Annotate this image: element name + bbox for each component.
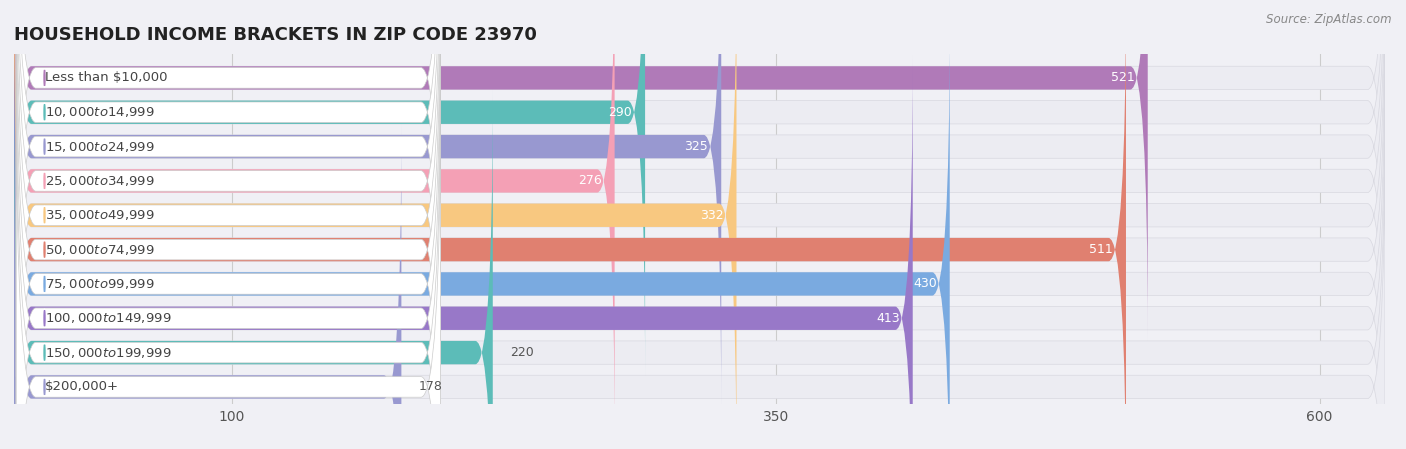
Text: 332: 332 [700, 209, 724, 222]
FancyBboxPatch shape [14, 0, 1385, 409]
FancyBboxPatch shape [14, 0, 614, 444]
FancyBboxPatch shape [14, 0, 645, 375]
Text: HOUSEHOLD INCOME BRACKETS IN ZIP CODE 23970: HOUSEHOLD INCOME BRACKETS IN ZIP CODE 23… [14, 26, 537, 44]
FancyBboxPatch shape [17, 54, 440, 449]
Text: 276: 276 [578, 174, 602, 187]
Text: $100,000 to $149,999: $100,000 to $149,999 [45, 311, 172, 325]
FancyBboxPatch shape [14, 21, 1385, 449]
FancyBboxPatch shape [17, 0, 440, 411]
Text: 430: 430 [912, 277, 936, 291]
FancyBboxPatch shape [17, 0, 440, 449]
Text: 325: 325 [685, 140, 709, 153]
Text: 290: 290 [609, 106, 633, 119]
Text: 521: 521 [1111, 71, 1135, 84]
Text: $25,000 to $34,999: $25,000 to $34,999 [45, 174, 155, 188]
FancyBboxPatch shape [14, 0, 1385, 449]
FancyBboxPatch shape [17, 0, 440, 445]
FancyBboxPatch shape [14, 0, 721, 409]
Text: $15,000 to $24,999: $15,000 to $24,999 [45, 140, 155, 154]
FancyBboxPatch shape [14, 124, 1385, 449]
Text: $35,000 to $49,999: $35,000 to $49,999 [45, 208, 155, 222]
FancyBboxPatch shape [14, 0, 1385, 341]
Text: Source: ZipAtlas.com: Source: ZipAtlas.com [1267, 13, 1392, 26]
FancyBboxPatch shape [14, 0, 1385, 375]
FancyBboxPatch shape [14, 0, 737, 449]
FancyBboxPatch shape [14, 55, 1385, 449]
FancyBboxPatch shape [14, 21, 949, 449]
FancyBboxPatch shape [17, 0, 440, 449]
FancyBboxPatch shape [14, 90, 492, 449]
Text: $200,000+: $200,000+ [45, 380, 120, 393]
Text: $50,000 to $74,999: $50,000 to $74,999 [45, 242, 155, 256]
FancyBboxPatch shape [14, 0, 1385, 449]
Text: $150,000 to $199,999: $150,000 to $199,999 [45, 346, 172, 360]
Text: $75,000 to $99,999: $75,000 to $99,999 [45, 277, 155, 291]
FancyBboxPatch shape [14, 55, 912, 449]
Text: 511: 511 [1090, 243, 1114, 256]
Text: 220: 220 [510, 346, 534, 359]
FancyBboxPatch shape [17, 0, 440, 449]
Text: 178: 178 [419, 380, 443, 393]
FancyBboxPatch shape [14, 0, 1385, 444]
FancyBboxPatch shape [14, 90, 1385, 449]
Text: Less than $10,000: Less than $10,000 [45, 71, 167, 84]
FancyBboxPatch shape [14, 0, 1147, 341]
Text: 413: 413 [876, 312, 900, 325]
FancyBboxPatch shape [17, 0, 440, 449]
FancyBboxPatch shape [17, 19, 440, 449]
FancyBboxPatch shape [14, 124, 401, 449]
FancyBboxPatch shape [17, 0, 440, 377]
FancyBboxPatch shape [17, 88, 440, 449]
Text: $10,000 to $14,999: $10,000 to $14,999 [45, 105, 155, 119]
FancyBboxPatch shape [14, 0, 1126, 449]
